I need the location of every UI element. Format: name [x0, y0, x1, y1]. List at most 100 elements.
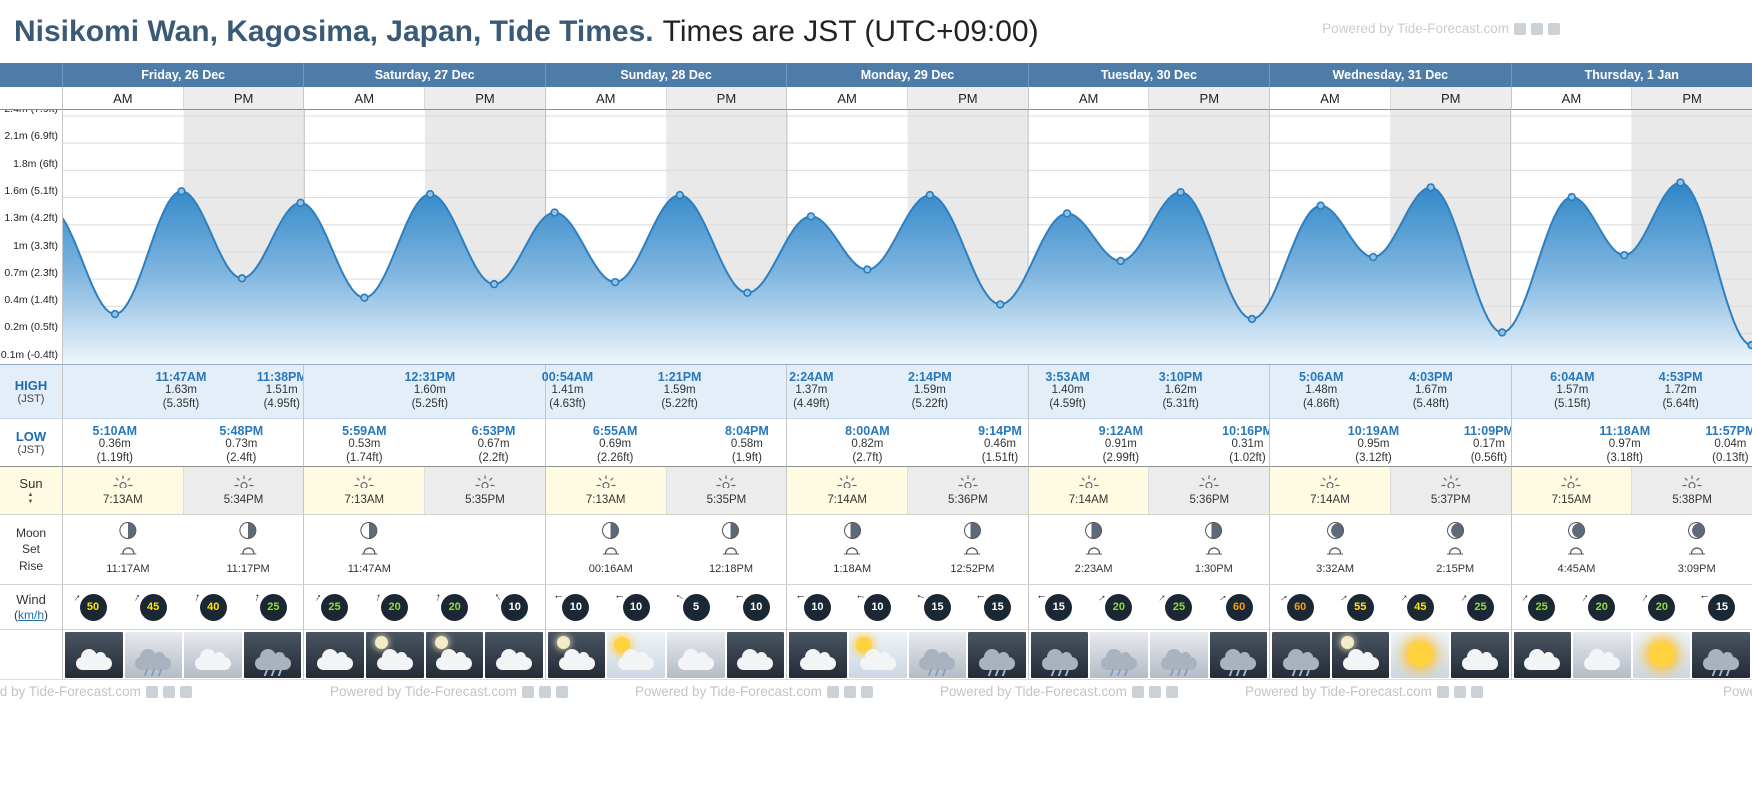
sunset: 5:37PM [1431, 475, 1471, 506]
high-tide-cell: 00:54AM 1.41m (4.63ft) 1:21PM 1.59m (5.22ft) [542, 365, 787, 419]
watermark-badge-icon [521, 685, 534, 698]
low-tide-cell: 5:59AM 0.53m (1.74ft) 6:53PM 0.67m (2.2ft) [303, 419, 545, 467]
set-rise-arc-icon [1205, 547, 1222, 555]
sunset-time: 5:36PM [948, 494, 988, 506]
sun-cell: 7:13AM 5:35PM [544, 467, 787, 515]
tide-height-m: 1.41m [551, 384, 584, 396]
wind-speed: 45 [147, 601, 160, 613]
y-axis-label: 0.1m (-0.4ft) [0, 348, 58, 361]
watermark-badge-icon [1131, 685, 1144, 698]
wind-speed: 20 [1112, 601, 1125, 613]
wind-direction-arrow: → [188, 590, 204, 604]
cloud-icon [618, 648, 655, 670]
high-tide-entry: 5:06AM 1.48m (4.86ft) [1299, 370, 1343, 411]
weather-row-label [0, 630, 62, 680]
cloud-icon [1524, 648, 1561, 670]
high-label: HIGH [14, 378, 48, 393]
y-axis-label: 2.4m (7.9ft) [4, 110, 58, 116]
sunrise: 7:13AM [586, 475, 626, 506]
cloud-icon [1342, 648, 1379, 670]
pm-label: PM [665, 87, 787, 109]
cloud-icon [737, 648, 774, 670]
moon-rise-label: Rise [18, 558, 43, 573]
tide-height-ft: (3.18ft) [1606, 451, 1643, 464]
wind-slot: → 60 [1270, 589, 1330, 621]
y-axis-label: 0.4m (1.4ft) [4, 294, 58, 307]
low-label-timezone: (JST) [17, 444, 45, 456]
sunrise: 7:14AM [827, 475, 867, 506]
low-tide-entry: 9:14PM 0.46m (1.51ft) [978, 424, 1022, 465]
tide-extreme-dot [1062, 209, 1072, 218]
cloud-icon [558, 648, 595, 670]
tide-height-m: 0.46m [983, 438, 1016, 450]
high-label-timezone: (JST) [17, 393, 45, 405]
moon-phase-icon [602, 522, 620, 539]
tide-height-ft: (1.02ft) [1229, 451, 1266, 464]
wind-speed: 20 [1595, 601, 1608, 613]
tide-height-m: 1.48m [1305, 384, 1338, 396]
cloud-icon [195, 648, 232, 670]
set-rise-arc-icon [1568, 547, 1585, 555]
weather-cell [786, 630, 1028, 680]
low-tide-cell: 6:55AM 0.69m (2.26ft) 8:04PM 0.58m (1.9ft) [544, 419, 787, 467]
moon-cell: 4:45AM 3:09PM [1510, 515, 1752, 585]
rain-icon [1050, 668, 1069, 676]
y-axis-label: 0.2m (0.5ft) [4, 321, 58, 334]
wind-badge: → 10 [795, 592, 831, 621]
moon-entry: 11:47AM [348, 522, 391, 575]
sunrise: 7:13AM [344, 475, 384, 506]
low-tide-entry: 11:57PM 0.04m (0.13ft) [1705, 424, 1752, 465]
low-label: LOW [15, 429, 47, 444]
tide-time: 4:53PM [1658, 370, 1703, 384]
wind-unit: (km/h) [14, 608, 48, 622]
wind-direction-arrow: → [67, 588, 84, 605]
tide-height-ft: (5.64ft) [1662, 397, 1699, 410]
sun-horizon-icon [837, 475, 857, 490]
weather-icon-moon-cloud [366, 631, 424, 678]
wind-slot: → 20 [1572, 589, 1632, 621]
tide-extreme-dot [1176, 187, 1185, 197]
wind-badge: → 15 [913, 590, 952, 621]
wind-direction-arrow: → [309, 588, 325, 605]
set-rise-arc-icon [240, 547, 257, 555]
sunset-icon [465, 475, 505, 493]
wind-cell: → 10 → 10 → 5 → 10 [544, 585, 787, 630]
wind-slot: → 10 [726, 591, 786, 621]
wind-badge: → 50 [68, 589, 107, 621]
wind-direction-arrow: → [733, 591, 745, 604]
high-tide-entry: 4:03PM 1.67m (5.48ft) [1409, 370, 1453, 411]
tide-height-ft: (5.22ft) [661, 397, 698, 410]
cloud-icon [1101, 648, 1138, 670]
wind-direction-arrow: → [913, 589, 928, 605]
sunrise-cell: 7:15AM [1511, 467, 1632, 514]
weather-icon-moon-cloud [1331, 631, 1390, 678]
wind-label: Wind [16, 592, 46, 607]
weather-icon-night-rain [1272, 631, 1330, 678]
tide-extreme-dot [1747, 340, 1752, 350]
wind-unit-link[interactable]: km/h [17, 608, 44, 622]
sunset-icon [1431, 475, 1471, 493]
low-tide-entry: 6:55AM 0.69m (2.26ft) [593, 424, 637, 465]
cloud-icon [1583, 648, 1620, 670]
tide-area [63, 182, 1752, 364]
wind-badge: → 15 [975, 592, 1012, 621]
tide-extreme-dot [1369, 252, 1378, 262]
wind-slot: → 20 [365, 590, 425, 621]
watermark-badge-icon [1548, 22, 1560, 35]
sunrise-icon [1552, 475, 1592, 493]
tide-extreme-dot [550, 208, 559, 217]
watermark-badge-icon [1531, 22, 1543, 35]
am-label: AM [354, 90, 375, 106]
high-tide-cell: 2:24AM 1.37m (4.49ft) 2:14PM 1.59m (5.22ft) [786, 365, 1028, 419]
wind-direction-arrow: → [1576, 588, 1593, 605]
tide-extreme-dot [675, 190, 685, 200]
tide-height-m: 0.95m [1357, 438, 1390, 450]
day-header-4: Monday, 29 Dec [786, 63, 1028, 87]
wind-badge: → 20 [1636, 589, 1676, 621]
watermark-text: Powered by Tide-Forecast.com [940, 684, 1127, 699]
am-label: AM [837, 90, 857, 106]
tide-height-ft: (4.49ft) [793, 397, 830, 410]
tide-extreme-dot [1116, 256, 1125, 266]
moon-phase-icon [963, 522, 981, 539]
wind-badge: → 25 [309, 589, 348, 621]
